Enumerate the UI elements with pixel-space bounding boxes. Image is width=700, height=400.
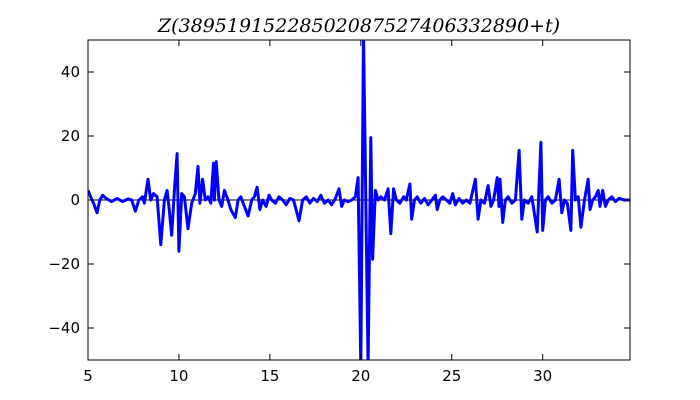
x-tick-label: 30: [533, 367, 552, 385]
x-tick-label: 5: [83, 367, 93, 385]
plot-frame: [87, 39, 631, 361]
x-tick-label: 10: [169, 367, 188, 385]
x-tick-label: 15: [260, 367, 279, 385]
y-tick-label: 40: [61, 63, 80, 81]
y-tick-label: −20: [48, 255, 80, 273]
x-tick-label: 25: [442, 367, 461, 385]
y-tick-label: −40: [48, 319, 80, 337]
series-line: [88, 40, 630, 360]
x-tick-label: 20: [351, 367, 370, 385]
chart-title: Z(38951915228502087527406332890+t): [157, 15, 560, 37]
y-tick-label: 0: [70, 191, 80, 209]
y-tick-label: 20: [61, 127, 80, 145]
